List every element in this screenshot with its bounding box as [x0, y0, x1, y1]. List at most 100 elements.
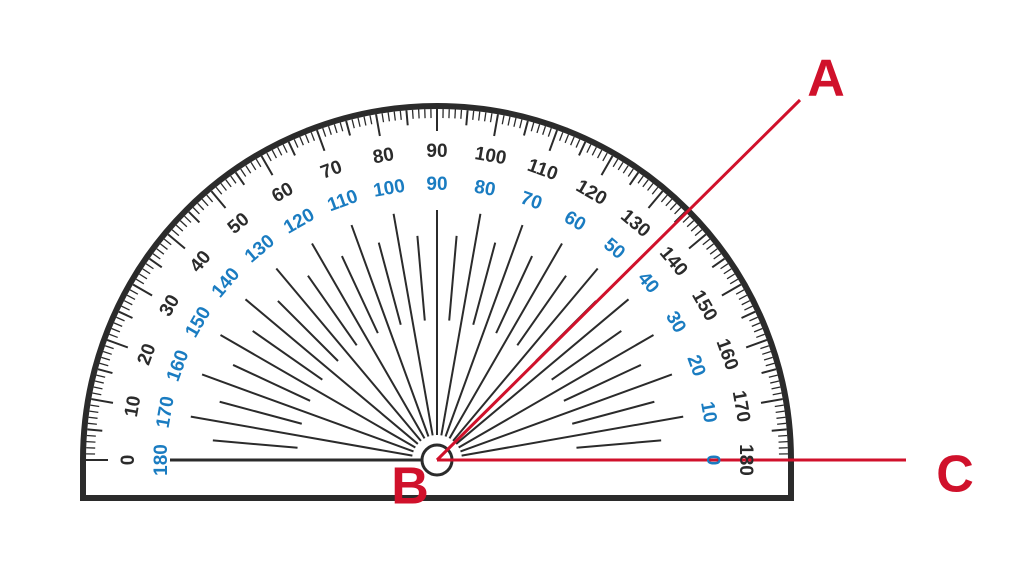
degree-tick [101, 356, 111, 361]
degree-tick [726, 273, 736, 280]
degree-tick [735, 289, 745, 295]
degree-tick [489, 113, 493, 123]
degree-tick [622, 165, 629, 174]
tick-marks [86, 109, 788, 461]
spoke [461, 415, 684, 457]
degree-tick [116, 316, 125, 322]
degree-tick [741, 310, 756, 319]
degree-tick [160, 243, 168, 250]
degree-tick [293, 139, 299, 148]
inner-scale-label: 40 [633, 268, 663, 298]
spoke [472, 242, 497, 326]
outer-scale-label: 120 [572, 176, 610, 210]
spoke [212, 439, 298, 449]
degree-tick [201, 198, 209, 207]
outer-scale-label: 60 [268, 178, 297, 207]
degree-tick [148, 257, 163, 269]
inner-scale-label: 70 [518, 188, 545, 215]
spoke [341, 255, 379, 334]
degree-tick [761, 368, 777, 375]
spoke [458, 334, 655, 449]
spoke [444, 224, 524, 437]
degree-tick [179, 220, 188, 228]
outer-scale-label: 100 [473, 143, 508, 169]
degree-tick [327, 125, 332, 135]
degree-tick [90, 404, 100, 408]
inner-scale-label: 60 [560, 207, 589, 236]
degree-tick [266, 152, 272, 162]
degree-tick [94, 380, 104, 384]
spoke [440, 213, 482, 436]
degree-tick [465, 110, 469, 126]
degree-tick [711, 257, 726, 269]
degree-tick [564, 134, 570, 144]
degree-tick [501, 115, 505, 125]
degree-tick [669, 202, 677, 211]
degree-tick [363, 116, 367, 126]
spoke [307, 275, 358, 346]
degree-tick [690, 224, 699, 232]
degree-tick [405, 110, 409, 126]
inner-scale-label: 170 [153, 395, 179, 430]
degree-tick [230, 175, 237, 184]
degree-tick [713, 253, 722, 260]
degree-tick [316, 129, 326, 152]
degree-tick [547, 127, 552, 137]
degree-tick [387, 112, 391, 122]
degree-tick [647, 190, 664, 209]
degree-tick [310, 132, 316, 141]
degree-tick [381, 113, 385, 123]
degree-tick [612, 158, 619, 168]
degree-tick [686, 220, 695, 228]
degree-tick [493, 114, 499, 137]
degree-tick [86, 434, 96, 437]
degree-tick [156, 248, 165, 255]
spoke [219, 400, 303, 425]
degree-tick [507, 116, 511, 126]
degree-tick [771, 386, 781, 390]
inner-scale-label: 110 [325, 186, 361, 216]
degree-tick [665, 198, 673, 207]
degree-tick [145, 263, 154, 270]
outer-scale-label: 110 [525, 155, 561, 185]
degree-tick [744, 305, 753, 311]
inner-scale-label: 150 [181, 303, 215, 341]
inner-scale-label: 100 [372, 176, 407, 202]
degree-tick [702, 238, 711, 246]
degree-tick [777, 422, 787, 425]
spoke [277, 300, 339, 362]
inner-scale-label: 90 [426, 174, 447, 195]
degree-tick [682, 215, 690, 223]
degree-tick [88, 416, 98, 419]
outer-scale-label: 90 [426, 141, 447, 162]
outer-scale-label: 30 [155, 291, 184, 320]
degree-tick [192, 207, 200, 215]
degree-tick [287, 141, 296, 156]
degree-tick [393, 111, 396, 121]
degree-tick [129, 289, 139, 295]
degree-tick [304, 134, 310, 144]
spoke [571, 400, 655, 425]
degree-tick [558, 132, 564, 141]
degree-tick [729, 278, 739, 285]
inner-scale-label: 130 [241, 231, 279, 267]
degree-tick [210, 190, 227, 209]
spoke [190, 415, 413, 457]
outer-scale-label: 40 [186, 247, 216, 277]
degree-tick [188, 211, 201, 224]
degree-tick [333, 124, 338, 134]
degree-tick [163, 238, 172, 246]
degree-tick [411, 109, 414, 119]
inner-scale-label: 0 [702, 455, 723, 466]
degree-tick [184, 215, 192, 223]
spoke [460, 373, 673, 453]
degree-tick [741, 300, 751, 306]
inner-scale-label: 30 [661, 308, 690, 337]
degree-tick [132, 283, 153, 297]
degree-tick [175, 224, 184, 232]
outer-scale-label: 80 [371, 144, 395, 168]
degree-tick [93, 386, 103, 390]
degree-tick [472, 110, 475, 120]
degree-tick [478, 111, 481, 121]
